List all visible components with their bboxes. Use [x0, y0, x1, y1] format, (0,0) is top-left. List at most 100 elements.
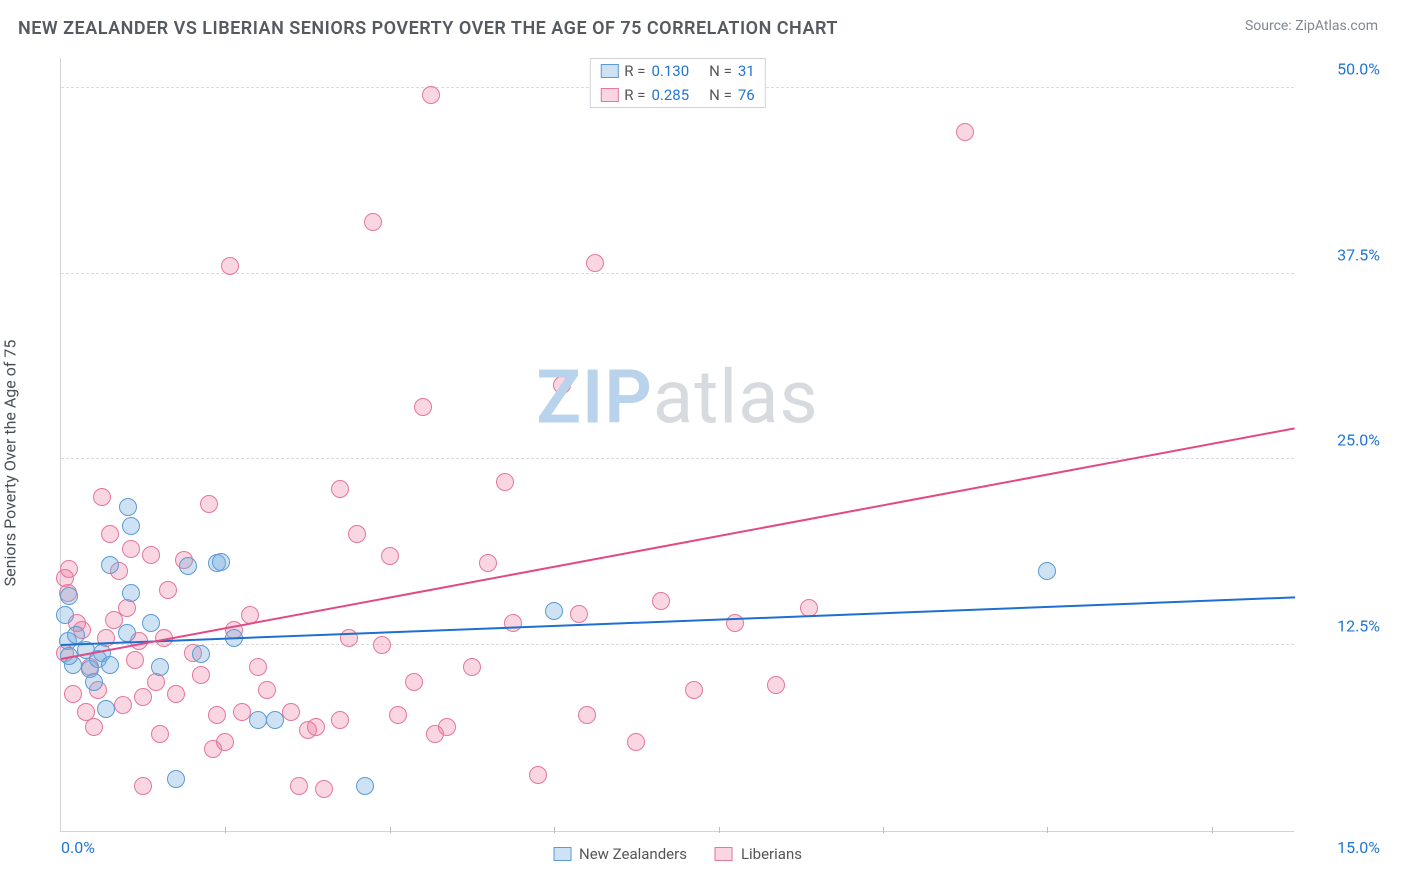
source-attribution: Source: ZipAtlas.com [1245, 18, 1378, 34]
scatter-point-lib [249, 658, 267, 676]
scatter-point-lib [496, 473, 514, 491]
scatter-point-nz [212, 553, 230, 571]
scatter-point-nz [119, 498, 137, 516]
scatter-point-lib [570, 605, 588, 623]
scatter-point-lib [340, 629, 358, 647]
scatter-point-nz [545, 602, 563, 620]
y-tick-label: 25.0% [1337, 431, 1380, 450]
n-value-lib: 76 [738, 86, 755, 104]
x-tick [554, 827, 555, 833]
legend-item-nz: New Zealanders [553, 845, 687, 863]
scatter-point-lib [726, 614, 744, 632]
scatter-point-lib [134, 688, 152, 706]
r-label: R = [624, 62, 645, 80]
n-value-nz: 31 [738, 62, 755, 80]
scatter-point-lib [685, 681, 703, 699]
scatter-point-nz [151, 658, 169, 676]
x-tick-label: 15.0% [1337, 838, 1380, 857]
plot-region: ZIPatlas R = 0.130 N = 31 R = 0.285 N = … [60, 58, 1294, 832]
legend-item-lib: Liberians [715, 845, 802, 863]
scatter-point-lib [315, 780, 333, 798]
scatter-point-lib [956, 123, 974, 141]
n-label: N = [709, 62, 732, 80]
gridline [61, 458, 1294, 459]
scatter-point-lib [290, 777, 308, 795]
r-label: R = [624, 86, 645, 104]
scatter-point-lib [221, 257, 239, 275]
scatter-point-lib [373, 636, 391, 654]
x-tick [719, 827, 720, 833]
scatter-point-lib [134, 777, 152, 795]
watermark-atlas: atlas [653, 355, 819, 442]
scatter-point-lib [586, 254, 604, 272]
scatter-point-lib [414, 398, 432, 416]
scatter-point-lib [122, 540, 140, 558]
correlation-legend: R = 0.130 N = 31 R = 0.285 N = 76 [589, 58, 765, 108]
r-value-lib: 0.285 [651, 86, 689, 104]
n-label: N = [709, 86, 732, 104]
scatter-point-lib [208, 706, 226, 724]
legend-label-lib: Liberians [741, 845, 802, 863]
scatter-point-lib [438, 718, 456, 736]
swatch-lib [600, 88, 618, 102]
scatter-point-lib [364, 213, 382, 231]
scatter-point-lib [529, 766, 547, 784]
swatch-nz [600, 64, 618, 78]
scatter-point-lib [578, 706, 596, 724]
scatter-point-lib [331, 480, 349, 498]
scatter-point-lib [405, 673, 423, 691]
scatter-point-nz [101, 556, 119, 574]
scatter-point-lib [167, 685, 185, 703]
x-tick-label: 0.0% [61, 838, 95, 857]
scatter-point-nz [97, 700, 115, 718]
scatter-point-lib [101, 525, 119, 543]
scatter-point-lib [331, 711, 349, 729]
scatter-point-lib [627, 733, 645, 751]
scatter-point-nz [122, 517, 140, 535]
scatter-point-nz [118, 624, 136, 642]
scatter-point-lib [348, 525, 366, 543]
scatter-point-lib [553, 376, 571, 394]
scatter-point-lib [159, 581, 177, 599]
swatch-nz [553, 847, 571, 861]
legend-row-nz: R = 0.130 N = 31 [590, 59, 764, 83]
scatter-point-lib [389, 706, 407, 724]
swatch-lib [715, 847, 733, 861]
scatter-point-lib [652, 592, 670, 610]
x-tick [1212, 827, 1213, 833]
scatter-point-nz [249, 711, 267, 729]
y-tick-label: 12.5% [1337, 617, 1380, 636]
trend-line-lib [61, 427, 1295, 660]
scatter-point-nz [356, 777, 374, 795]
scatter-point-lib [64, 685, 82, 703]
scatter-point-nz [1038, 562, 1056, 580]
scatter-point-lib [381, 547, 399, 565]
gridline [61, 644, 1294, 645]
scatter-point-lib [258, 681, 276, 699]
scatter-point-lib [126, 651, 144, 669]
watermark-zip: ZIP [536, 355, 653, 442]
scatter-point-nz [122, 584, 140, 602]
scatter-point-lib [479, 554, 497, 572]
r-value-nz: 0.130 [651, 62, 689, 80]
scatter-point-lib [422, 86, 440, 104]
scatter-point-nz [56, 606, 74, 624]
scatter-point-lib [192, 666, 210, 684]
scatter-point-nz [142, 614, 160, 632]
y-tick-label: 50.0% [1337, 59, 1380, 78]
scatter-point-nz [192, 645, 210, 663]
scatter-point-lib [463, 658, 481, 676]
x-tick [1047, 827, 1048, 833]
scatter-point-lib [233, 703, 251, 721]
series-legend: New Zealanders Liberians [553, 845, 802, 863]
scatter-point-nz [179, 557, 197, 575]
scatter-point-nz [60, 587, 78, 605]
legend-row-lib: R = 0.285 N = 76 [590, 83, 764, 107]
scatter-point-lib [151, 725, 169, 743]
scatter-point-lib [60, 560, 78, 578]
scatter-point-lib [142, 546, 160, 564]
y-tick-label: 37.5% [1337, 245, 1380, 264]
scatter-point-lib [767, 676, 785, 694]
scatter-point-nz [85, 673, 103, 691]
chart-area: Seniors Poverty Over the Age of 75 ZIPat… [18, 52, 1388, 874]
